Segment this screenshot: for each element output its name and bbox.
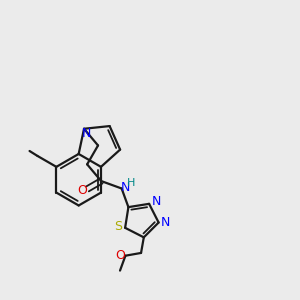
- Text: S: S: [114, 220, 122, 233]
- Text: N: N: [81, 127, 91, 140]
- Text: N: N: [152, 195, 161, 208]
- Text: N: N: [121, 181, 130, 194]
- Text: O: O: [77, 184, 87, 197]
- Text: O: O: [116, 249, 125, 262]
- Text: N: N: [161, 216, 170, 229]
- Text: H: H: [127, 178, 136, 188]
